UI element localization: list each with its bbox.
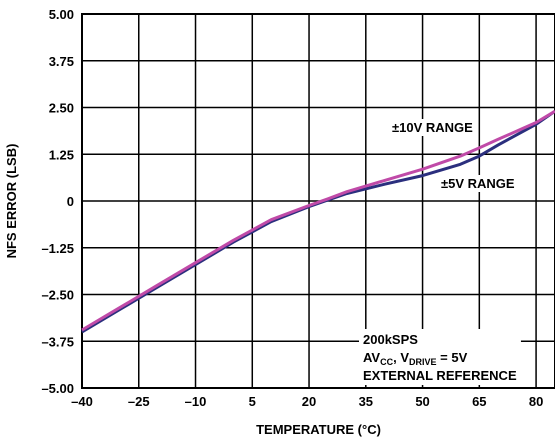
y-tick-label: 3.75 [49, 54, 74, 69]
conditions-box-bg [359, 329, 521, 385]
x-tick-label: –10 [185, 394, 207, 409]
x-tick-label: 65 [472, 394, 486, 409]
range5-label: ±5V RANGE [441, 176, 515, 191]
y-tick-labels: 5.00 3.75 2.50 1.25 0 –1.25 –2.50 –3.75 –5.00 [41, 7, 74, 396]
conditions-line-1: 200kSPS [363, 332, 418, 347]
x-tick-labels: –40 –25 –10 5 20 35 50 65 80 [71, 394, 543, 409]
y-axis-label: NFS ERROR (LSB) [4, 144, 19, 259]
cond-sub-cc: CC [380, 357, 393, 367]
y-tick-label: –3.75 [41, 334, 74, 349]
range10-label-bg [389, 119, 477, 136]
x-tick-label: 80 [529, 394, 543, 409]
y-tick-label: –2.50 [41, 288, 74, 303]
y-tick-label: –1.25 [41, 241, 74, 256]
x-tick-label: 35 [359, 394, 373, 409]
cond-sub-drive: DRIVE [409, 357, 437, 367]
plot-frame [81, 13, 555, 389]
x-tick-label: –40 [71, 394, 93, 409]
series-10v-range-line [81, 109, 555, 332]
cond-av: AV [363, 350, 380, 365]
cond-eq: = 5V [437, 350, 468, 365]
y-tick-label: 0 [67, 194, 74, 209]
conditions-line-2: AVCC, VDRIVE = 5V [363, 350, 468, 367]
conditions-line-3: EXTERNAL REFERENCE [363, 368, 517, 383]
series-lines [81, 109, 555, 334]
y-tick-label: 2.50 [49, 101, 74, 116]
range10-label: ±10V RANGE [392, 120, 473, 135]
y-tick-label: 1.25 [49, 147, 74, 162]
x-axis-label: TEMPERATURE (°C) [256, 422, 381, 437]
x-tick-label: –25 [128, 394, 150, 409]
range5-label-bg [438, 175, 518, 192]
x-tick-label: 50 [415, 394, 429, 409]
x-tick-label: 5 [249, 394, 256, 409]
x-tick-label: 20 [302, 394, 316, 409]
y-tick-label: –5.00 [41, 381, 74, 396]
y-tick-label: 5.00 [49, 7, 74, 22]
cond-v: , V [393, 350, 409, 365]
